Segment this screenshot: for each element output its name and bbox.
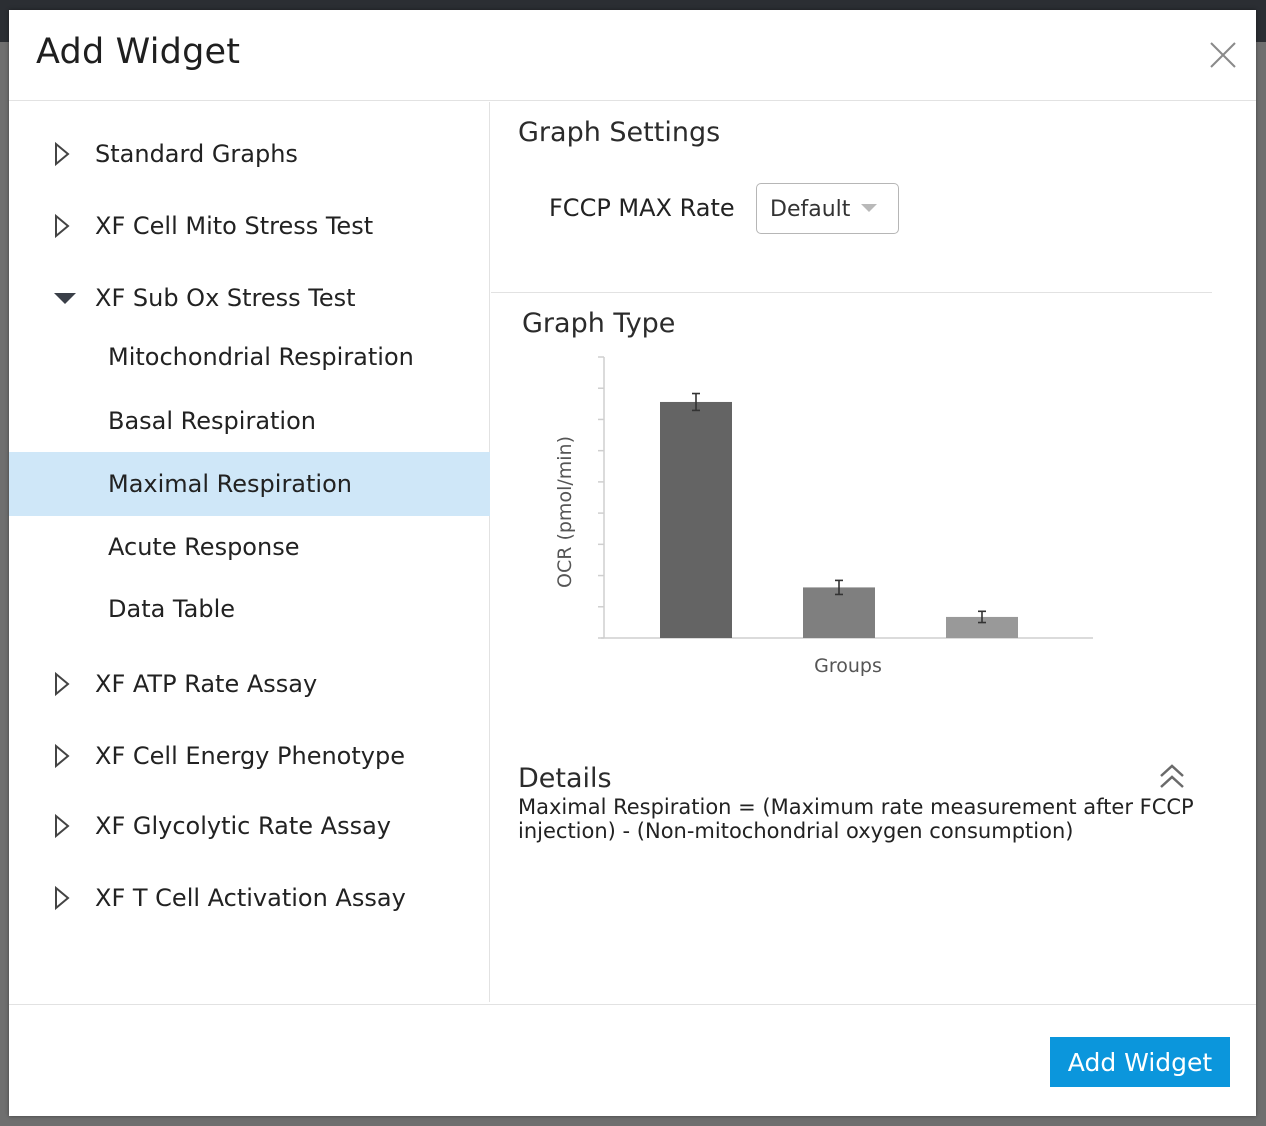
caret-right-icon (55, 885, 70, 911)
tree-item-xf-t-cell-activation-assay[interactable]: XF T Cell Activation Assay (9, 869, 490, 927)
tree-item-mitochondrial-respiration[interactable]: Mitochondrial Respiration (9, 328, 490, 386)
graph-type-heading: Graph Type (522, 308, 676, 339)
graph-preview-chart: OCR (pmol/min) Groups (554, 356, 1093, 677)
tree-item-label: Mitochondrial Respiration (108, 343, 414, 371)
bar-3 (946, 616, 1018, 638)
error-bar-1 (692, 392, 700, 412)
tree-item-label: Standard Graphs (95, 140, 298, 168)
tree-item-label: XF Glycolytic Rate Assay (95, 812, 391, 840)
tree-item-xf-sub-ox-stress-test[interactable]: XF Sub Ox Stress Test (9, 269, 490, 327)
bar-1 (660, 401, 732, 638)
details-collapse-button[interactable] (1158, 762, 1186, 792)
caret-right-icon (55, 671, 70, 697)
fccp-max-rate-dropdown[interactable]: Default (756, 183, 899, 234)
add-widget-dialog: Add Widget Standard Graphs XF Cell Mito … (9, 10, 1256, 1116)
preview-panel: Graph Settings FCCP MAX Rate Default Gra… (491, 102, 1256, 1002)
dialog-header: Add Widget (9, 10, 1256, 101)
details-heading: Details (518, 763, 612, 794)
tree-item-xf-cell-energy-phenotype[interactable]: XF Cell Energy Phenotype (9, 727, 490, 785)
error-bar-3 (978, 610, 986, 624)
tree-item-label: Basal Respiration (108, 407, 316, 435)
tree-item-label: XF Cell Energy Phenotype (95, 742, 405, 770)
modal-backdrop (0, 42, 8, 1126)
x-axis-label: Groups (814, 655, 882, 677)
caret-down-icon (54, 293, 76, 304)
section-divider (491, 292, 1212, 293)
bar-2 (803, 587, 875, 638)
y-axis-label: OCR (pmol/min) (554, 436, 576, 588)
add-widget-button[interactable]: Add Widget (1050, 1037, 1230, 1087)
dialog-footer: Add Widget (9, 1004, 1256, 1116)
tree-item-xf-atp-rate-assay[interactable]: XF ATP Rate Assay (9, 655, 490, 713)
dropdown-value: Default (770, 197, 851, 222)
graph-settings-heading: Graph Settings (518, 117, 721, 148)
tree-item-label: XF T Cell Activation Assay (95, 884, 406, 912)
tree-item-acute-response[interactable]: Acute Response (9, 518, 490, 576)
caret-right-icon (55, 743, 70, 769)
fccp-max-rate-label: FCCP MAX Rate (549, 194, 735, 222)
tree-item-maximal-respiration[interactable]: Maximal Respiration (9, 452, 490, 516)
details-description: Maximal Respiration = (Maximum rate meas… (518, 795, 1194, 843)
tree-item-xf-cell-mito-stress-test[interactable]: XF Cell Mito Stress Test (9, 197, 490, 255)
tree-item-label: XF ATP Rate Assay (95, 670, 318, 698)
double-chevron-up-icon (1160, 764, 1184, 788)
caret-right-icon (55, 213, 70, 239)
caret-right-icon (55, 141, 70, 167)
dialog-title: Add Widget (36, 32, 241, 72)
tree-item-label: Maximal Respiration (108, 470, 352, 498)
tree-item-data-table[interactable]: Data Table (9, 580, 490, 638)
close-button[interactable] (1208, 40, 1238, 70)
tree-item-label: Data Table (108, 595, 235, 623)
tree-item-standard-graphs[interactable]: Standard Graphs (9, 125, 490, 183)
error-bar-2 (835, 579, 843, 596)
tree-item-label: Acute Response (108, 533, 300, 561)
chevron-down-icon (861, 204, 877, 212)
tree-item-basal-respiration[interactable]: Basal Respiration (9, 392, 490, 450)
widget-tree: Standard Graphs XF Cell Mito Stress Test… (9, 102, 490, 1002)
tree-item-label: XF Cell Mito Stress Test (95, 212, 374, 240)
tree-item-label: XF Sub Ox Stress Test (95, 284, 356, 312)
close-icon (1210, 42, 1236, 68)
caret-right-icon (55, 813, 70, 839)
tree-item-xf-glycolytic-rate-assay[interactable]: XF Glycolytic Rate Assay (9, 797, 490, 855)
